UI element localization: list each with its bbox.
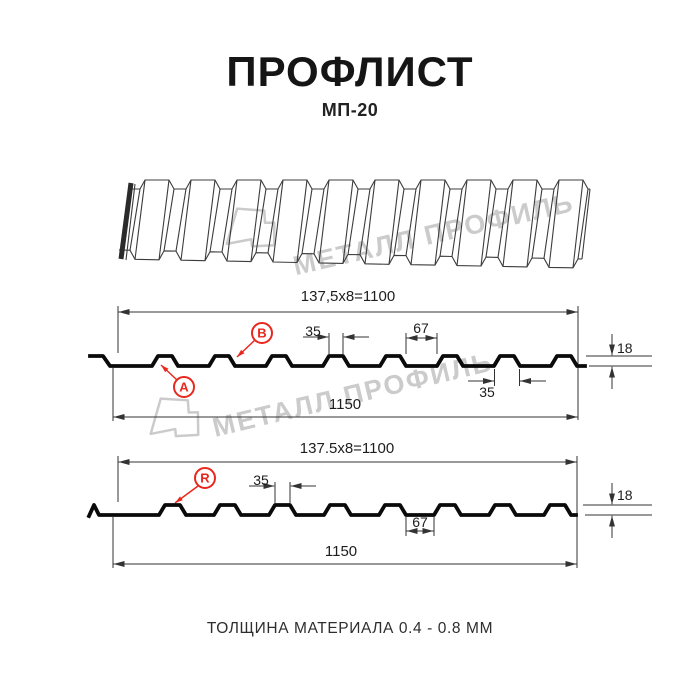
marker-side-r: R <box>200 470 210 486</box>
dim-label-rib-top-width: 35 <box>305 323 321 339</box>
brand-watermark-text: МЕТАЛЛ ПРОФИЛЬ <box>290 187 577 281</box>
page-title: ПРОФЛИСТ <box>226 48 474 95</box>
dim-label-overall-width-2: 1150 <box>324 543 358 560</box>
dim-label-rib-spacing: 67 <box>413 320 429 336</box>
sheet-3d-view <box>118 179 591 269</box>
dim-label-height-2: 18 <box>617 487 633 503</box>
dim-label-rib-spacing-2: 67 <box>412 514 428 530</box>
dim-label-rib-bottom-width: 35 <box>479 384 495 400</box>
dim-label-module-bottom: 137.5x8=1100 <box>299 440 395 457</box>
dim-label-module-top: 137,5x8=1100 <box>300 288 396 305</box>
brand-watermark-text: МЕТАЛЛ ПРОФИЛЬ <box>210 347 496 443</box>
brand-logo-icon <box>149 397 200 438</box>
marker-side-b: B <box>257 325 267 341</box>
brand-logo-icon <box>225 207 276 248</box>
marker-side-a: A <box>179 379 189 395</box>
dim-label-height: 18 <box>617 340 633 356</box>
brand-watermark: МЕТАЛЛ ПРОФИЛЬ <box>225 187 577 281</box>
product-code: МП-20 <box>321 100 379 120</box>
dim-label-overall-width: 1150 <box>328 396 362 413</box>
brand-watermark: МЕТАЛЛ ПРОФИЛЬ <box>149 347 496 443</box>
profile-section-top <box>88 306 652 421</box>
dim-label-rib-top-width-2: 35 <box>253 472 269 488</box>
profile-section-bottom <box>86 456 652 568</box>
material-thickness-note: ТОЛЩИНА МАТЕРИАЛА 0.4 - 0.8 ММ <box>206 620 494 637</box>
